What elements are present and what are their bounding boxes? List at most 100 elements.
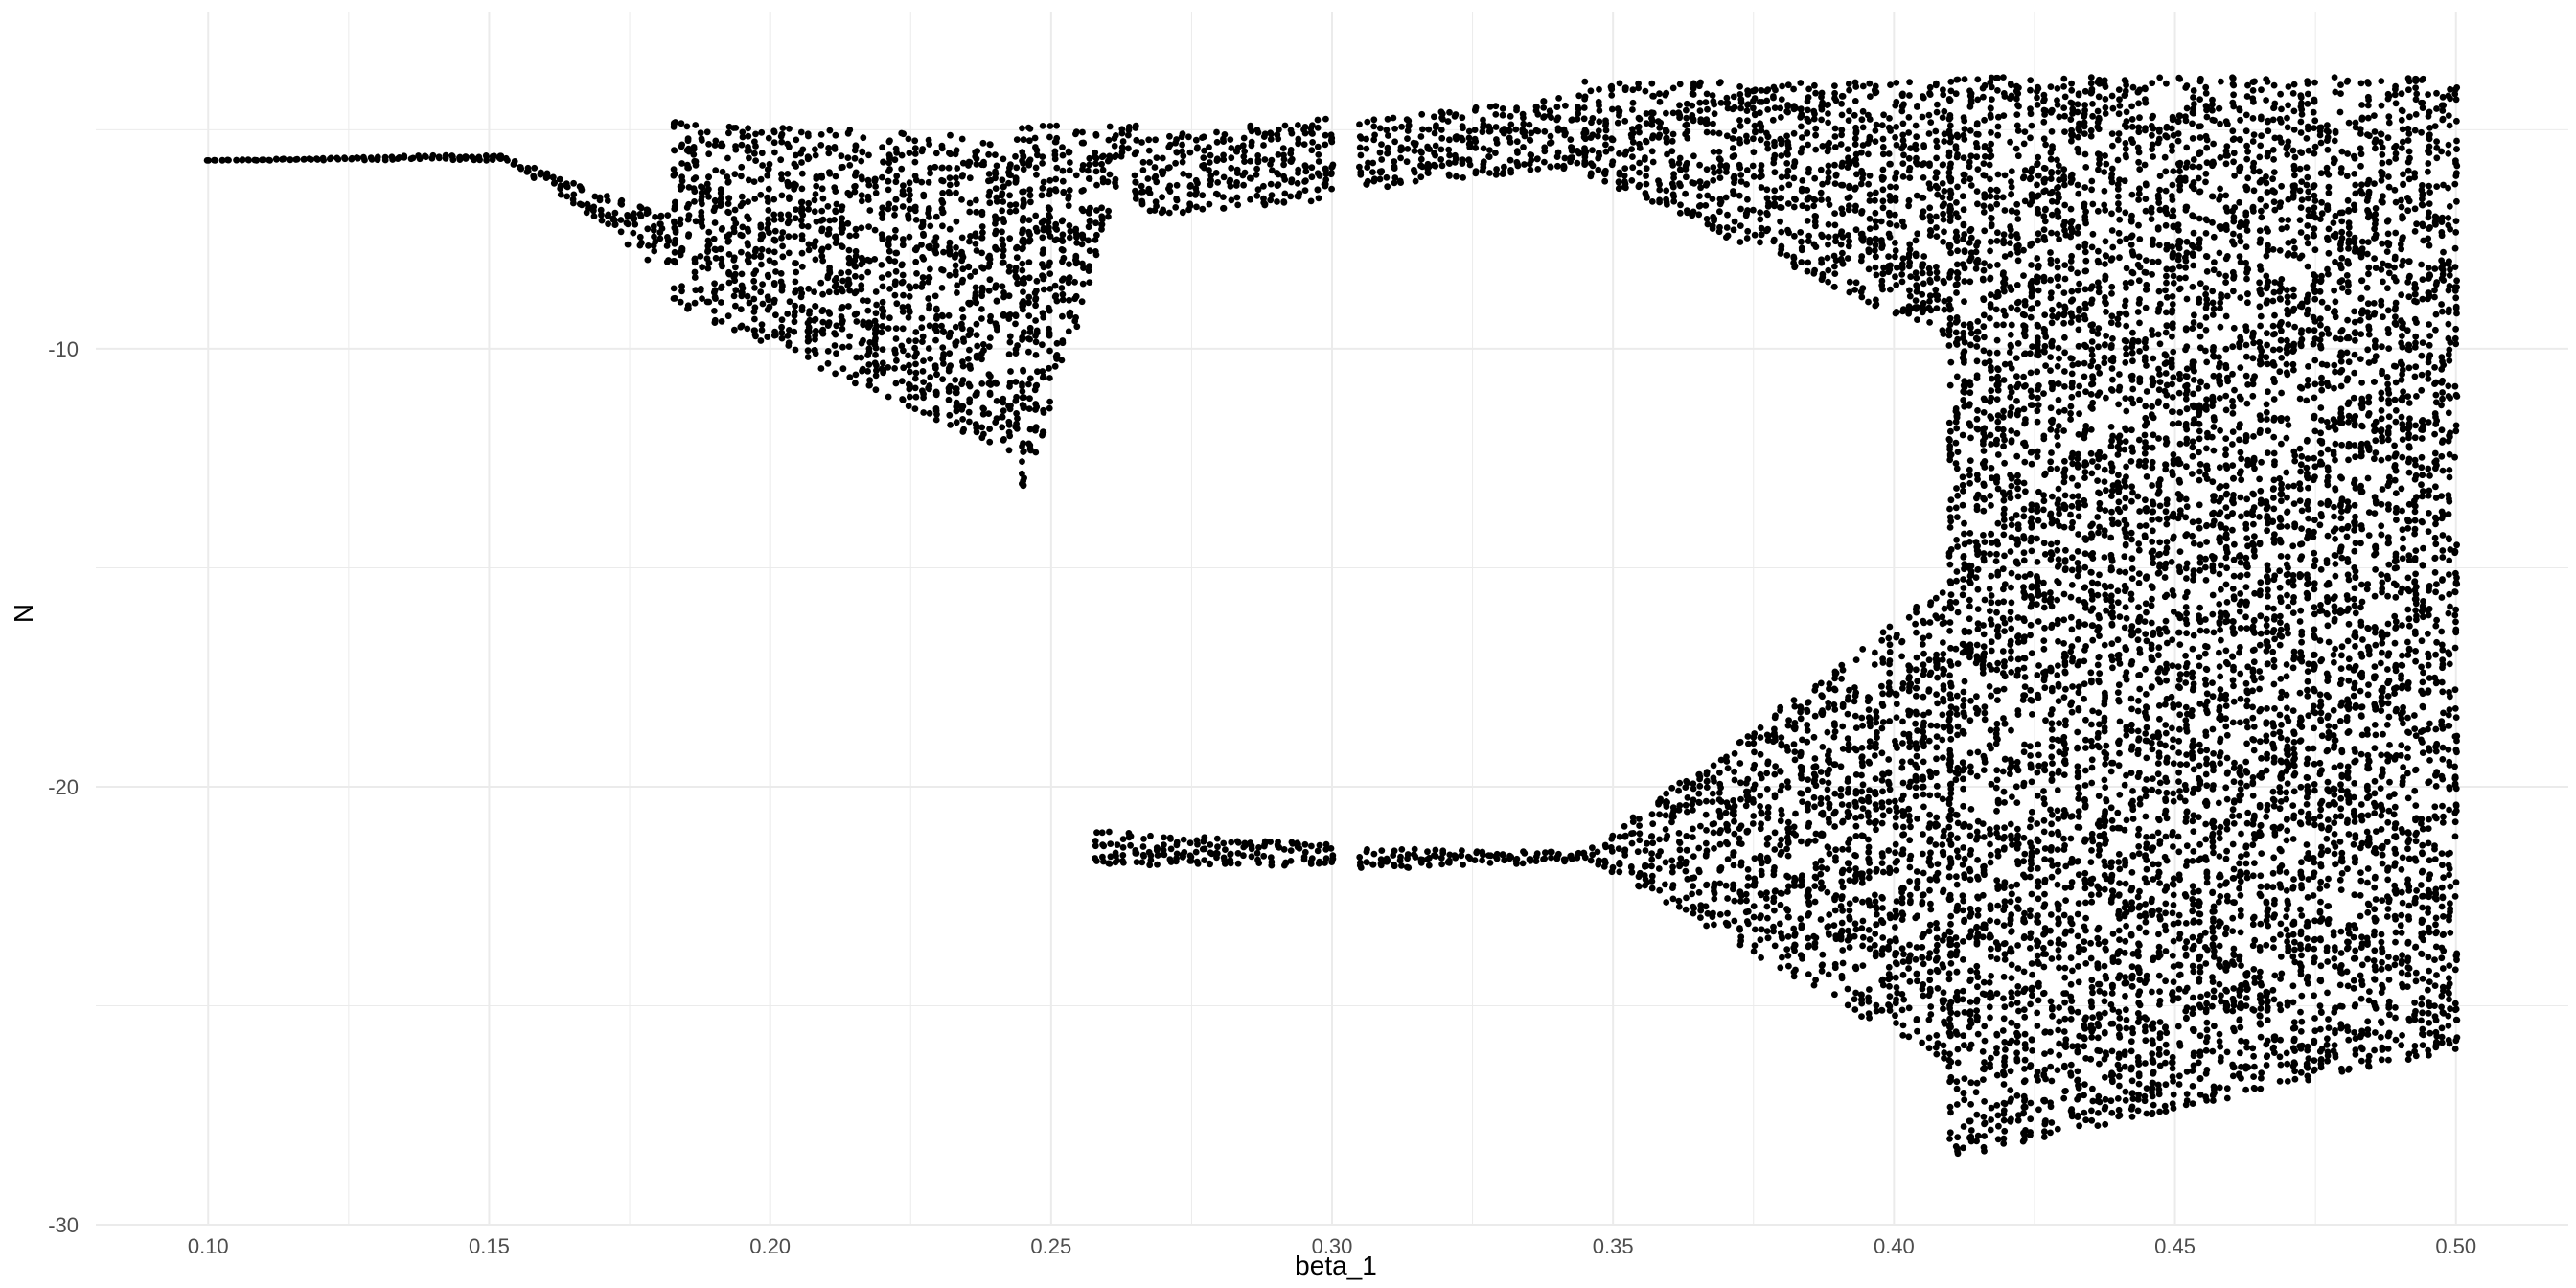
data-point [1825,162,1832,170]
data-point [999,228,1005,236]
data-point [864,368,871,375]
data-point [1811,196,1819,204]
data-point [1981,862,1988,870]
data-point [1092,153,1099,161]
data-point [1670,193,1678,200]
data-point [1006,235,1014,242]
data-point [703,255,711,263]
data-point [2008,516,2015,522]
data-point [1811,218,1819,225]
data-point [1898,91,1906,98]
data-point [1146,207,1154,215]
data-point [1703,166,1711,173]
data-point [1954,1150,1962,1158]
data-point [1013,254,1021,262]
data-point [811,347,818,354]
data-point [1757,120,1763,127]
data-point [1757,109,1763,117]
data-point [1301,124,1309,130]
data-point [811,196,818,204]
data-point [2000,1071,2008,1079]
data-point [1006,164,1013,172]
data-point [1954,151,1961,158]
data-point [1601,177,1609,185]
data-point [1643,165,1650,172]
data-point [993,297,1000,305]
data-point [779,253,787,261]
data-point [1247,196,1254,203]
data-point [785,233,793,241]
data-point [926,409,933,417]
data-point [892,380,900,387]
data-point [1852,287,1858,293]
data-point [429,151,437,159]
data-point [1993,767,2001,774]
data-point [1206,167,1212,173]
data-point [911,246,919,253]
data-point [791,318,798,326]
data-point [1629,99,1637,106]
data-point [1941,228,1947,236]
data-point [1026,335,1033,343]
data-point [2020,1110,2027,1117]
data-point [758,261,765,268]
data-point [900,291,907,299]
data-point [1993,336,2001,344]
data-point [1953,537,1960,543]
data-point [1105,136,1113,144]
data-point [1872,138,1879,146]
data-point [1880,111,1887,119]
data-point [1993,776,2001,784]
data-point [1987,859,1994,866]
data-point [2020,834,2028,841]
data-point [1959,862,1966,868]
data-point [1715,129,1723,137]
data-point [2021,1030,2029,1038]
data-point [1616,171,1623,178]
data-point [1934,191,1942,198]
data-point [1785,145,1792,152]
data-point [1315,158,1322,165]
data-point [2040,990,2047,998]
data-point [1954,660,1962,667]
data-point [978,292,985,300]
data-point [2040,637,2048,644]
data-point [1961,874,1968,882]
data-point [1797,80,1805,86]
data-point [2041,684,2049,692]
data-point [1634,124,1642,131]
data-point [946,174,954,182]
data-point [1736,123,1744,129]
data-point [1006,432,1014,440]
data-point [1973,1007,1981,1014]
data-point [1682,122,1690,128]
data-point [1993,666,2001,674]
data-point [1384,150,1392,157]
data-point [2020,383,2028,390]
data-point [978,380,986,387]
data-point [1966,1024,1973,1031]
data-point [852,172,859,179]
data-point [1059,167,1067,174]
data-point [1974,328,1982,335]
data-point [1995,113,2002,121]
data-point [2036,382,2042,389]
data-point [2001,824,2009,832]
data-point [1988,945,1994,953]
data-point [1966,539,1973,545]
data-point [732,302,739,310]
data-point [1596,118,1603,126]
data-point [1275,181,1282,189]
data-point [1046,286,1054,292]
data-point [771,328,778,335]
data-point [905,402,912,410]
data-point [2040,1096,2047,1104]
data-point [1859,124,1867,131]
data-point [846,126,854,133]
data-point [1371,131,1378,139]
data-point [892,196,900,203]
data-point [1085,223,1092,231]
data-point [2000,321,2007,329]
data-point [1206,200,1213,208]
data-point [1961,76,1968,83]
